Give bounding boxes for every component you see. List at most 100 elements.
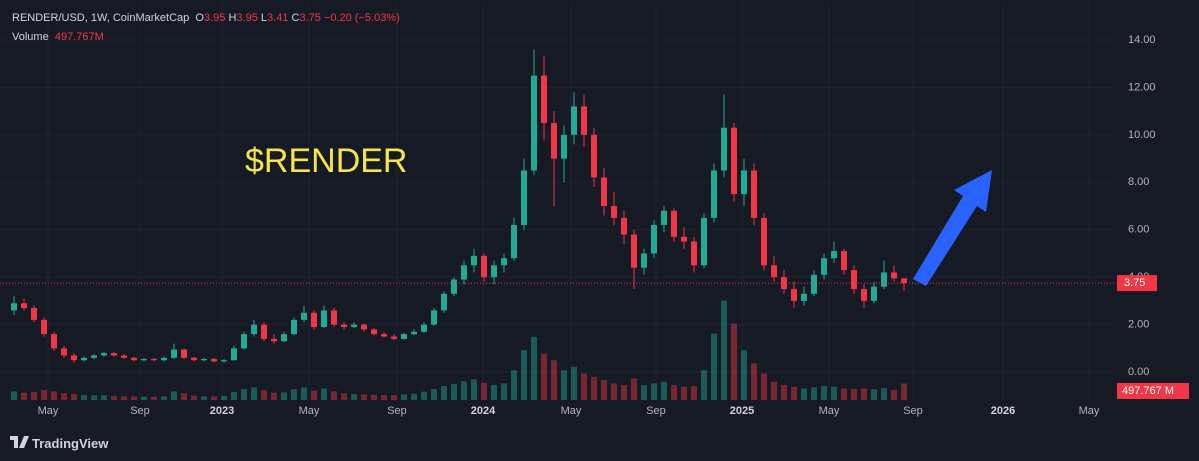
candle-body [401,334,407,339]
candle-body [301,312,307,320]
ohlc-value: 3.95 [203,12,226,24]
candle-body [221,360,227,362]
volume-bar [701,370,707,400]
candle-body [261,324,267,339]
candle-body [521,170,527,225]
volume-bar [881,388,887,400]
y-tick-label: 12.00 [1128,81,1156,93]
x-tick-label: 2023 [210,405,234,417]
volume-bar [451,384,457,400]
candle-body [41,319,47,335]
change: −0.20 (−5.03%) [323,12,400,24]
volume-bar [901,383,907,400]
candle-body [81,357,87,361]
candle-body [471,255,477,266]
candle-body [431,310,437,325]
brand[interactable]: TradingView [32,436,109,451]
candle-body [761,217,767,266]
volume-bar [381,395,387,400]
volume-bar [91,395,97,400]
volume-bar [411,393,417,400]
candle-body [151,359,157,361]
x-tick-label: 2026 [991,405,1015,417]
volume-bar [391,395,397,400]
candle-body [181,349,187,358]
candle-body [241,334,247,349]
candle-body [571,106,577,135]
volume-bar [291,389,297,400]
volume-bar [601,380,607,400]
volume-bar [871,389,877,400]
volume-bar [41,390,47,400]
volume-bar [401,394,407,400]
volume-bar [771,381,777,400]
candle-body [601,177,607,207]
candle-body [721,127,727,171]
annotation: $RENDER [245,142,407,180]
candle-body [271,338,277,342]
volume-bar [81,395,87,400]
volume-bar [611,383,617,400]
volume-bar [781,385,787,400]
volume-bar [61,393,67,400]
candle-body [291,319,297,335]
candle-body [551,122,557,159]
x-tick-label: Sep [903,405,923,417]
volume-bar [241,389,247,400]
volume-bar [161,396,167,400]
volume-row: Volume 497.767M [12,31,104,43]
candle-body [661,210,667,225]
candle-body [111,353,117,356]
candle-body [741,170,747,195]
candle-body [451,279,457,294]
candle-body [871,286,877,301]
candle-body [391,336,397,339]
ohlc-value: 3.75 [299,12,321,24]
candle-body [671,210,677,237]
volume-bar [141,396,147,400]
volume-bar [801,388,807,400]
candle-body [901,278,907,284]
volume-bar [851,389,857,400]
volume-bar [131,396,137,400]
volume-bar [811,387,817,400]
volume-tag-label: 497.767 M [1122,385,1174,397]
volume-bar [351,394,357,400]
volume-bar [431,389,437,400]
volume-bar [281,392,287,400]
candle-body [141,359,147,361]
volume-bar [211,396,217,400]
candle-body [801,293,807,301]
volume-bar [361,394,367,400]
candle-body [61,348,67,356]
y-tick-label: 2.00 [1128,319,1149,331]
chart: $RENDER 0.002.004.006.008.0010.0012.0014… [0,2,1189,417]
candle-body [631,234,637,268]
volume-bar [181,393,187,400]
candle-body [91,355,97,358]
candle-body [681,236,687,242]
candle-body [651,224,657,254]
volume-bar [151,396,157,400]
volume-bar [301,387,307,400]
candle-body [251,324,257,335]
y-tick-label: 0.00 [1128,366,1149,378]
volume-bar [521,350,527,400]
footer: TradingView [0,425,1199,461]
symbol: RENDER/USD, 1W, CoinMarketCap [12,12,190,24]
candle-body [11,303,17,311]
volume-bar [101,395,107,400]
volume-bar [171,391,177,400]
candle-body [71,355,77,361]
volume-bar [621,385,627,400]
volume-bar [561,370,567,400]
volume-bar [671,385,677,400]
x-tick-label: May [299,405,320,417]
volume-bar [821,386,827,400]
volume-bar [891,390,897,400]
candle-body [121,355,127,358]
candle-body [161,357,167,361]
volume-bar [511,370,517,400]
volume-bar [651,383,657,400]
